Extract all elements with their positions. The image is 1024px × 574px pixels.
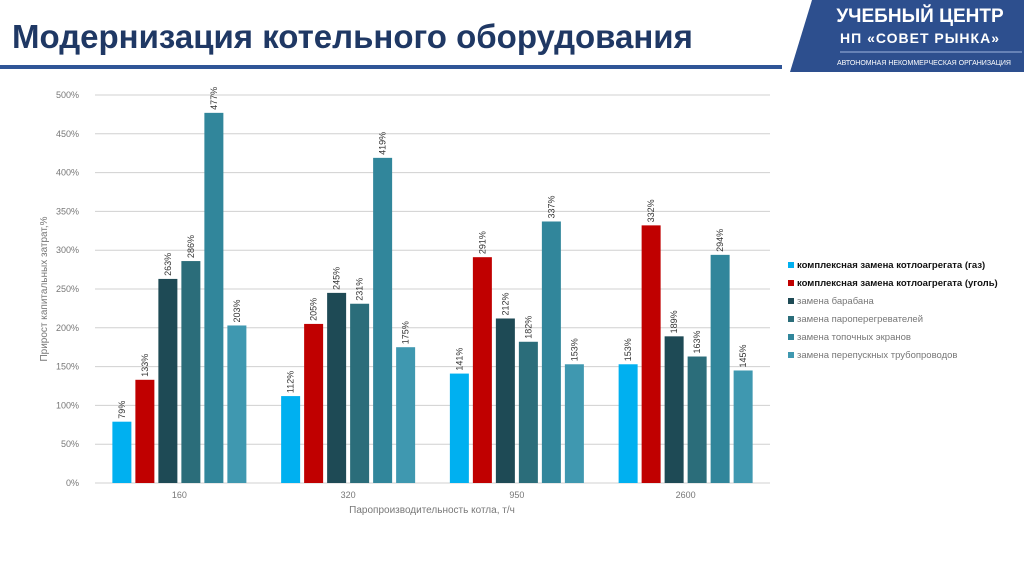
bar — [472, 257, 492, 483]
logo: УЧЕБНЫЙ ЦЕНТР НП «СОВЕТ РЫНКА» АВТОНОМНА… — [790, 0, 1024, 72]
legend-item: замена перепускных трубопроводов — [788, 346, 998, 364]
legend: комплексная замена котлоагрегата (газ) ко… — [788, 256, 998, 364]
legend-label: замена перепускных трубопроводов — [797, 349, 958, 361]
bar — [327, 292, 347, 483]
svg-text:НП «СОВЕТ РЫНКА»: НП «СОВЕТ РЫНКА» — [840, 30, 1000, 46]
data-label: 477% — [209, 87, 219, 110]
bar — [281, 396, 301, 483]
data-label: 245% — [332, 267, 342, 290]
bar — [641, 225, 661, 484]
bar — [158, 278, 178, 483]
bar — [112, 421, 132, 483]
bar — [373, 157, 393, 483]
data-label: 337% — [546, 195, 556, 218]
legend-label: замена топочных экранов — [797, 331, 911, 343]
data-label: 231% — [355, 278, 365, 301]
bar — [618, 364, 638, 483]
bar — [350, 303, 370, 483]
legend-label: комплексная замена котлоагрегата (уголь) — [797, 277, 998, 289]
data-label: 203% — [232, 299, 242, 322]
legend-swatch — [788, 352, 794, 358]
y-tick-label: 450% — [56, 129, 79, 139]
data-label: 163% — [692, 330, 702, 353]
x-tick-label: 160 — [172, 490, 187, 500]
x-axis-label: Паропроизводительность котла, т/ч — [349, 505, 515, 516]
title-underline — [0, 65, 782, 69]
svg-text:АВТОНОМНАЯ НЕКОММЕРЧЕСКАЯ ОРГА: АВТОНОМНАЯ НЕКОММЕРЧЕСКАЯ ОРГАНИЗАЦИЯ — [837, 60, 1011, 67]
bar — [710, 254, 730, 483]
data-label: 294% — [715, 229, 725, 252]
y-axis-label: Прирост капитальных затрат,% — [39, 216, 50, 361]
data-label: 153% — [623, 338, 633, 361]
legend-label: замена пароперегревателей — [797, 313, 924, 325]
y-tick-label: 300% — [56, 245, 79, 255]
data-label: 212% — [500, 292, 510, 315]
data-label: 286% — [186, 235, 196, 258]
data-label: 153% — [569, 338, 579, 361]
data-label: 141% — [454, 348, 464, 371]
bar — [687, 356, 707, 483]
legend-label: комплексная замена котлоагрегата (газ) — [797, 259, 986, 271]
bar — [495, 318, 515, 483]
data-label: 182% — [523, 316, 533, 339]
y-tick-label: 350% — [56, 206, 79, 216]
legend-swatch — [788, 298, 794, 304]
bar — [135, 379, 155, 483]
bar — [227, 325, 247, 483]
bar — [733, 370, 753, 483]
bar — [204, 112, 224, 484]
bar — [181, 261, 201, 483]
legend-swatch — [788, 262, 794, 268]
legend-item: комплексная замена котлоагрегата (уголь) — [788, 274, 998, 292]
x-tick-label: 2600 — [676, 490, 696, 500]
y-tick-label: 0% — [66, 478, 79, 488]
legend-swatch — [788, 280, 794, 286]
legend-swatch — [788, 334, 794, 340]
y-tick-label: 500% — [56, 90, 79, 100]
bar — [541, 221, 561, 483]
bar — [304, 323, 324, 483]
legend-item: замена топочных экранов — [788, 328, 998, 346]
bar — [664, 336, 684, 483]
y-tick-label: 50% — [61, 439, 79, 449]
legend-item: замена пароперегревателей — [788, 310, 998, 328]
y-tick-label: 400% — [56, 168, 79, 178]
legend-swatch — [788, 316, 794, 322]
legend-label: замена барабана — [797, 295, 874, 307]
data-label: 189% — [669, 310, 679, 333]
data-label: 79% — [117, 401, 127, 419]
x-tick-label: 950 — [509, 490, 524, 500]
data-label: 332% — [646, 199, 656, 222]
bar — [518, 341, 538, 483]
y-tick-label: 250% — [56, 284, 79, 294]
data-label: 145% — [738, 344, 748, 367]
svg-text:УЧЕБНЫЙ ЦЕНТР: УЧЕБНЫЙ ЦЕНТР — [836, 5, 1004, 27]
data-label: 205% — [309, 298, 319, 321]
data-label: 263% — [163, 253, 173, 276]
data-label: 175% — [401, 321, 411, 344]
data-label: 291% — [477, 231, 487, 254]
data-label: 419% — [378, 132, 388, 155]
y-tick-label: 200% — [56, 323, 79, 333]
y-tick-label: 100% — [56, 400, 79, 410]
page-title: Модернизация котельного оборудования — [12, 18, 693, 55]
x-tick-label: 320 — [341, 490, 356, 500]
bar — [449, 373, 469, 483]
bar — [396, 347, 416, 483]
legend-item: замена барабана — [788, 292, 998, 310]
data-label: 112% — [286, 371, 296, 393]
data-label: 133% — [140, 354, 150, 377]
y-tick-label: 150% — [56, 362, 79, 372]
legend-item: комплексная замена котлоагрегата (газ) — [788, 256, 998, 274]
bar — [564, 364, 584, 483]
